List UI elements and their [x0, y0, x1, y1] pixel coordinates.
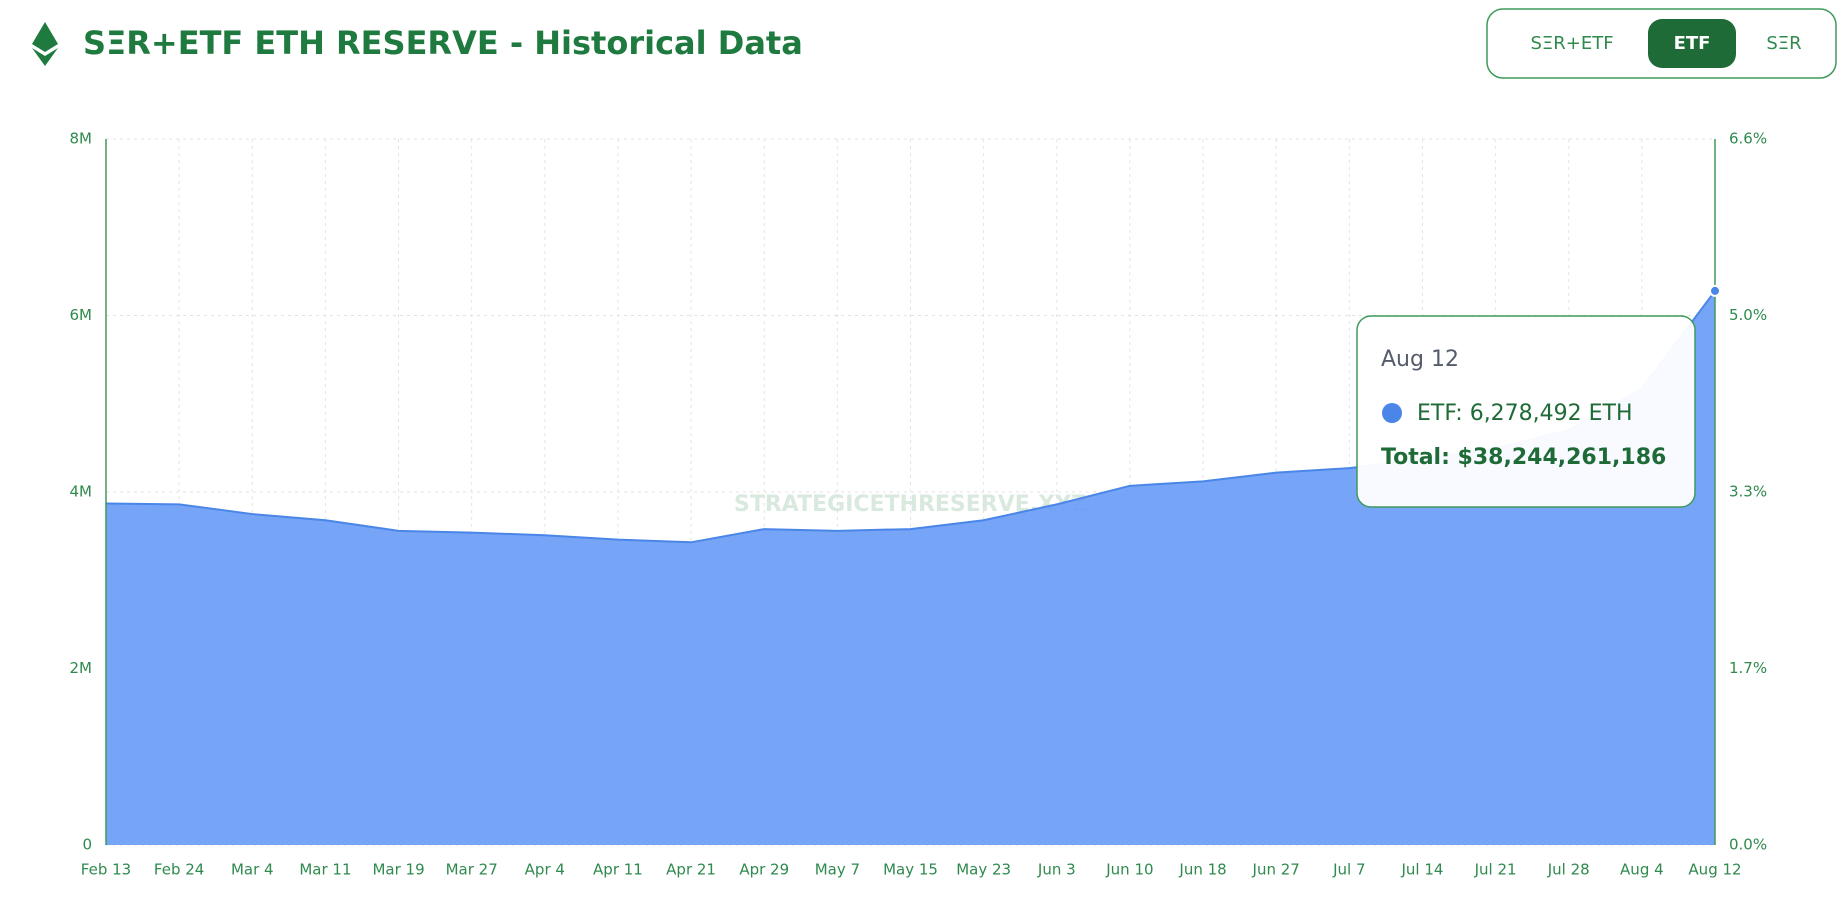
x-tick-label: May 23	[956, 861, 1011, 879]
x-tick-label: Mar 4	[231, 861, 274, 879]
y-tick-label: 0	[82, 836, 92, 854]
x-tick-label: Mar 11	[299, 861, 351, 879]
x-tick-label: Jul 7	[1332, 861, 1365, 879]
x-tick-label: Jul 14	[1400, 861, 1443, 879]
y-tick-label: 6M	[70, 306, 93, 324]
title: SΞR+ETF ETH RESERVE - Historical Data	[83, 24, 803, 62]
x-tick-label: Apr 11	[593, 861, 643, 879]
x-tick-label: Apr 29	[739, 861, 789, 879]
x-tick-label: Aug 4	[1620, 861, 1664, 879]
eth-icon	[32, 22, 58, 52]
x-tick-label: Jul 28	[1547, 861, 1590, 879]
toggle-active-bg	[1648, 19, 1736, 68]
x-tick-label: Apr 4	[525, 861, 565, 879]
x-tick-label: Jun 3	[1037, 861, 1076, 879]
y-tick-label: 2M	[70, 659, 93, 677]
y2-tick-label: 6.6%	[1729, 130, 1767, 148]
y2-tick-label: 0.0%	[1729, 836, 1767, 854]
y-tick-label: 8M	[70, 130, 93, 148]
toggle-button[interactable]: ETF	[1674, 33, 1711, 54]
tooltip-value: ETF: 6,278,492 ETH	[1417, 401, 1633, 426]
y-tick-label: 4M	[70, 483, 93, 501]
x-tick-label: Mar 19	[372, 861, 424, 879]
x-tick-label: Feb 24	[154, 861, 204, 879]
eth-icon-base	[32, 48, 58, 66]
y2-tick-label: 1.7%	[1729, 659, 1767, 677]
tooltip-swatch	[1382, 403, 1402, 423]
tooltip-total: Total: $38,244,261,186	[1381, 445, 1666, 470]
y2-tick-label: 3.3%	[1729, 483, 1767, 501]
toggle-button[interactable]: SΞR+ETF	[1530, 33, 1613, 54]
hover-point	[1709, 284, 1721, 297]
x-tick-label: May 15	[883, 861, 938, 879]
x-tick-label: Apr 21	[666, 861, 716, 879]
x-tick-label: Jun 10	[1105, 861, 1153, 879]
x-tick-label: Mar 27	[446, 861, 498, 879]
tooltip-box	[1356, 315, 1696, 508]
tooltip-date: Aug 12	[1381, 347, 1459, 372]
area	[106, 290, 1715, 845]
x-tick-label: May 7	[815, 861, 860, 879]
y2-tick-label: 5.0%	[1729, 306, 1767, 324]
x-tick-label: Aug 12	[1688, 861, 1741, 879]
x-tick-label: Jul 21	[1474, 861, 1517, 879]
x-tick-label: Jun 18	[1178, 861, 1226, 879]
x-tick-label: Feb 13	[81, 861, 131, 879]
toggle-button[interactable]: SΞR	[1766, 33, 1801, 54]
x-tick-label: Jun 27	[1252, 861, 1300, 879]
